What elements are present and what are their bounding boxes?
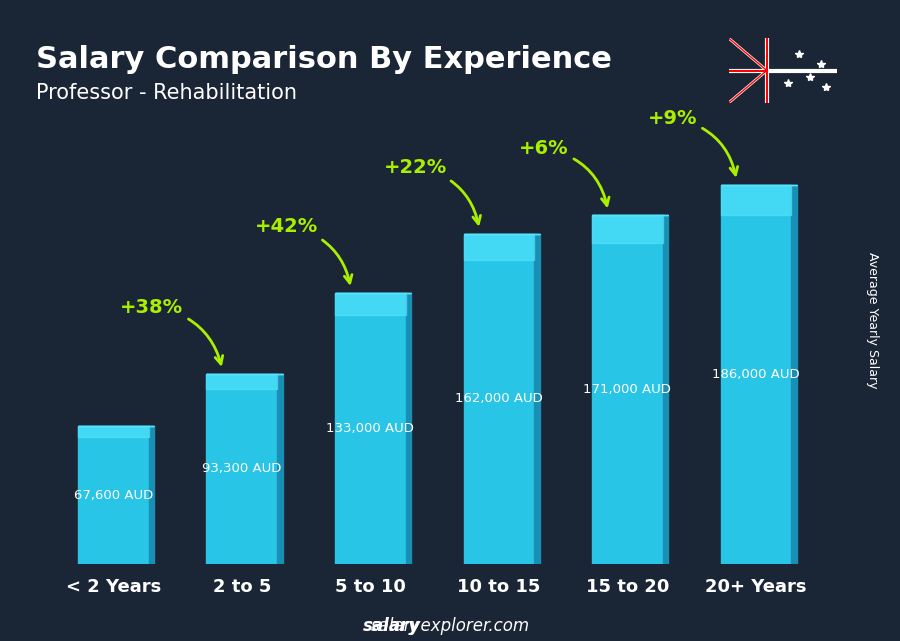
Polygon shape <box>406 293 411 564</box>
Bar <box>464 234 535 260</box>
Text: salary: salary <box>363 617 420 635</box>
Text: salaryexplorer.com: salaryexplorer.com <box>371 617 529 635</box>
Text: +6%: +6% <box>519 139 609 206</box>
Bar <box>592 215 662 564</box>
Polygon shape <box>535 234 540 564</box>
Text: 171,000 AUD: 171,000 AUD <box>583 383 671 396</box>
Text: +42%: +42% <box>255 217 352 283</box>
Text: Professor - Rehabilitation: Professor - Rehabilitation <box>36 83 297 103</box>
Polygon shape <box>277 374 283 564</box>
Text: 93,300 AUD: 93,300 AUD <box>202 462 282 476</box>
Polygon shape <box>148 426 154 564</box>
Bar <box>77 426 148 437</box>
Text: +9%: +9% <box>648 108 738 175</box>
Bar <box>335 293 406 564</box>
Text: 186,000 AUD: 186,000 AUD <box>712 368 800 381</box>
Bar <box>206 374 277 389</box>
Bar <box>721 185 791 564</box>
Bar <box>592 215 662 243</box>
Bar <box>206 374 277 564</box>
Bar <box>721 185 791 215</box>
Text: +22%: +22% <box>383 158 481 224</box>
Text: 133,000 AUD: 133,000 AUD <box>327 422 414 435</box>
Polygon shape <box>791 185 797 564</box>
Text: +38%: +38% <box>121 297 222 364</box>
Bar <box>335 293 406 315</box>
Text: Salary Comparison By Experience: Salary Comparison By Experience <box>36 45 612 74</box>
Bar <box>77 426 148 564</box>
Text: 67,600 AUD: 67,600 AUD <box>74 488 153 502</box>
Text: 162,000 AUD: 162,000 AUD <box>455 392 543 405</box>
Bar <box>464 234 535 564</box>
Text: Average Yearly Salary: Average Yearly Salary <box>867 253 879 388</box>
Polygon shape <box>662 215 669 564</box>
